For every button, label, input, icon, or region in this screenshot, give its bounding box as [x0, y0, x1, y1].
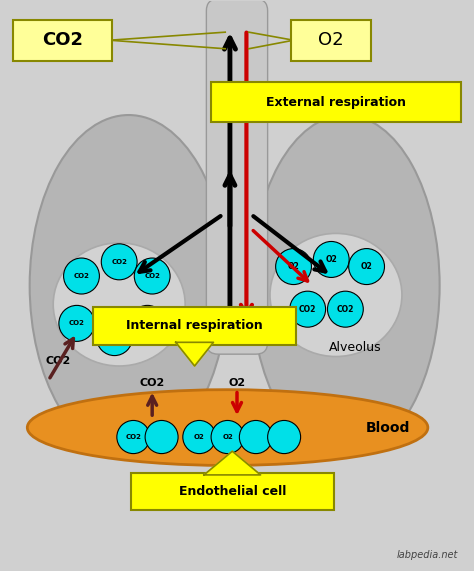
Circle shape: [328, 291, 363, 327]
Circle shape: [97, 320, 132, 356]
FancyBboxPatch shape: [211, 82, 461, 122]
Text: CO2: CO2: [337, 305, 354, 313]
Text: Internal respiration: Internal respiration: [126, 319, 263, 332]
Circle shape: [290, 291, 326, 327]
Text: O2: O2: [288, 262, 300, 271]
Circle shape: [134, 258, 170, 294]
Text: CO2: CO2: [144, 273, 160, 279]
FancyBboxPatch shape: [291, 21, 371, 61]
Text: CO2: CO2: [139, 320, 155, 327]
FancyBboxPatch shape: [131, 473, 334, 510]
FancyBboxPatch shape: [93, 307, 296, 345]
Ellipse shape: [251, 115, 439, 456]
Ellipse shape: [27, 389, 428, 465]
Text: Endothelial cell: Endothelial cell: [179, 485, 286, 498]
Text: O2: O2: [319, 31, 344, 49]
Text: O2: O2: [194, 434, 205, 440]
Circle shape: [101, 244, 137, 280]
Text: CO2: CO2: [107, 335, 122, 340]
Polygon shape: [176, 343, 213, 366]
Circle shape: [129, 305, 165, 341]
Circle shape: [239, 420, 273, 453]
Text: O2: O2: [228, 377, 246, 388]
FancyBboxPatch shape: [206, 0, 268, 354]
Circle shape: [349, 248, 384, 284]
Circle shape: [313, 242, 349, 278]
Text: CO2: CO2: [42, 31, 83, 49]
Text: O2: O2: [361, 262, 373, 271]
Text: CO2: CO2: [299, 305, 316, 313]
Text: CO2: CO2: [73, 273, 90, 279]
Circle shape: [64, 258, 100, 294]
Text: O2: O2: [325, 255, 337, 264]
Circle shape: [145, 420, 178, 453]
Ellipse shape: [30, 115, 228, 456]
Text: CO2: CO2: [111, 259, 127, 265]
Circle shape: [268, 420, 301, 453]
Text: External respiration: External respiration: [266, 96, 406, 108]
Text: CO2: CO2: [69, 320, 85, 327]
Text: Blood: Blood: [365, 421, 410, 435]
Circle shape: [211, 420, 244, 453]
Circle shape: [183, 420, 216, 453]
Text: CO2: CO2: [46, 356, 71, 366]
Circle shape: [276, 248, 311, 284]
Text: CO2: CO2: [126, 434, 141, 440]
Circle shape: [117, 420, 150, 453]
Ellipse shape: [270, 234, 402, 356]
Text: Alveolus: Alveolus: [328, 340, 381, 353]
Polygon shape: [204, 451, 261, 475]
FancyBboxPatch shape: [13, 21, 112, 61]
Ellipse shape: [53, 243, 185, 366]
Text: O2: O2: [222, 434, 233, 440]
Circle shape: [59, 305, 95, 341]
Text: CO2: CO2: [139, 377, 165, 388]
Text: labpedia.net: labpedia.net: [397, 550, 458, 560]
